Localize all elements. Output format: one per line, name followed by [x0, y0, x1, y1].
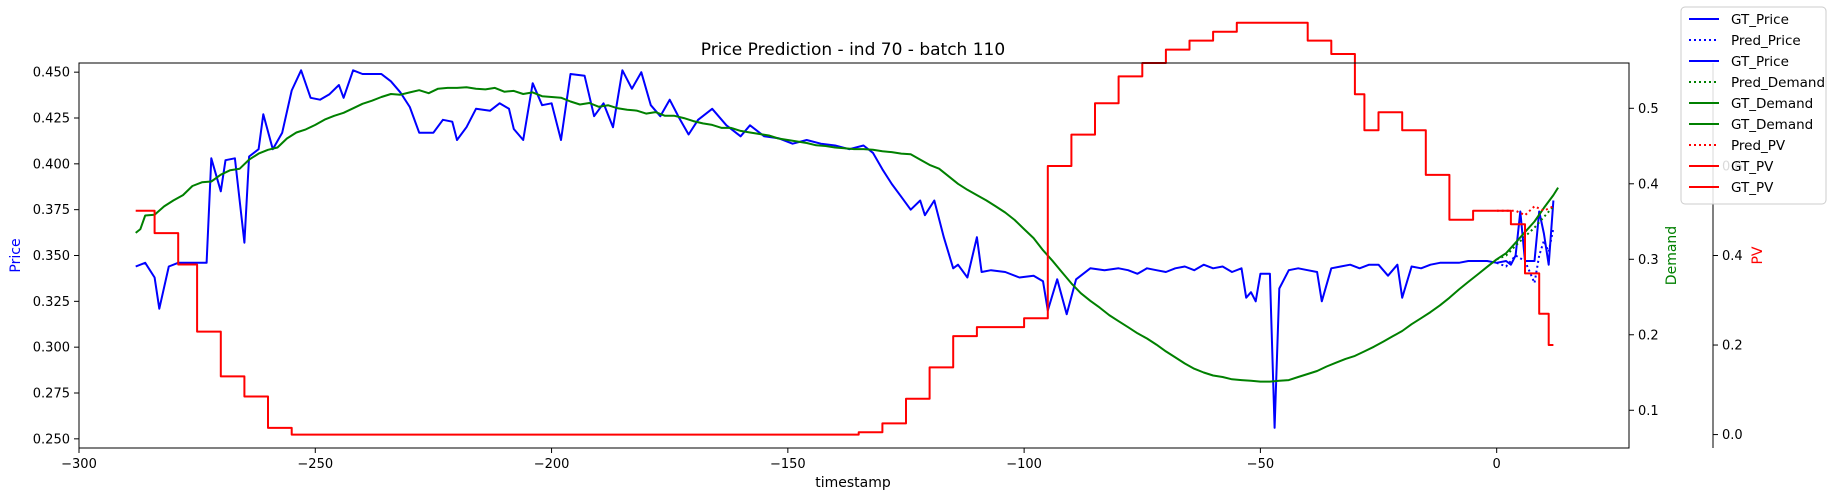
x-tick-label: −250	[297, 457, 333, 472]
y-tick-label-price: 0.300	[33, 341, 70, 356]
legend-entry-label: GT_PV	[1731, 159, 1774, 175]
series-line-gt-price-0	[135, 69, 1497, 429]
y-axis-label-price: Price	[8, 238, 24, 272]
y-tick-label-price: 0.325	[33, 295, 70, 310]
y-tick-label-pv: 0.0	[1722, 428, 1743, 443]
series-line-gt-demand-3	[135, 86, 1498, 383]
y-tick-label-price: 0.350	[33, 249, 70, 264]
legend-entry-label: GT_Demand	[1731, 117, 1813, 133]
x-tick-label: −200	[534, 457, 570, 472]
legend-entry-label: GT_Price	[1731, 12, 1789, 28]
legend-entry-label: GT_Price	[1731, 54, 1789, 70]
plot-frame	[78, 62, 1630, 449]
x-tick-label: −100	[1006, 457, 1042, 472]
series-line-gt-pv-6	[135, 21, 1497, 436]
y-tick-label-pv: 0.4	[1722, 249, 1743, 264]
x-tick-label: −50	[1247, 457, 1274, 472]
y-axis-price: 0.250 0.275 0.300 0.325 0.350 0.375 0.400 0.425…	[8, 66, 79, 447]
y-axis-demand: 0.1 0.2 0.3 0.4 0.5 Demand	[1628, 63, 1680, 448]
legend-box	[1680, 6, 1827, 205]
chart-title: Price Prediction - ind 70 - batch 110	[701, 40, 1005, 60]
y-tick-label-pv: 0.2	[1722, 339, 1743, 354]
legend-entry-label: Pred_Demand	[1731, 75, 1825, 91]
series-line-pred-pv-7	[1496, 205, 1554, 217]
x-axis-label: timestamp	[815, 475, 891, 491]
x-tick-label: −300	[61, 457, 97, 472]
series-line-gt-demand-5	[1496, 187, 1559, 261]
x-tick-label: 0	[1493, 457, 1501, 472]
x-axis: −300 −250 −200 −150 −100 −50 0	[61, 448, 1501, 472]
y-tick-label-demand: 0.5	[1638, 102, 1659, 117]
legend-entry-label: Pred_PV	[1731, 138, 1786, 154]
y-tick-label-price: 0.375	[33, 203, 70, 218]
y-tick-label-demand: 0.2	[1638, 328, 1659, 343]
y-tick-label-price: 0.450	[33, 66, 70, 81]
y-tick-label-price: 0.250	[33, 432, 70, 447]
x-tick-label: −150	[770, 457, 806, 472]
y-axis-label-pv: PV	[1750, 246, 1766, 264]
legend-entry-label: GT_PV	[1731, 180, 1774, 196]
plot-lines	[135, 21, 1559, 436]
y-tick-label-demand: 0.3	[1638, 253, 1659, 268]
y-tick-label-demand: 0.1	[1638, 404, 1659, 419]
series-line-gt-pv-8	[1496, 209, 1554, 346]
legend-entry-label: Pred_Price	[1731, 33, 1801, 49]
y-tick-label-price: 0.425	[33, 112, 70, 127]
legend-entry-label: GT_Demand	[1731, 96, 1813, 112]
y-tick-label-demand: 0.4	[1638, 177, 1659, 192]
y-tick-label-price: 0.400	[33, 157, 70, 172]
y-tick-label-price: 0.275	[33, 387, 70, 402]
legend: GT_Price Pred_Price GT_Price Pred_Demand GT_…	[1680, 6, 1827, 205]
y-axis-label-demand: Demand	[1664, 226, 1680, 285]
